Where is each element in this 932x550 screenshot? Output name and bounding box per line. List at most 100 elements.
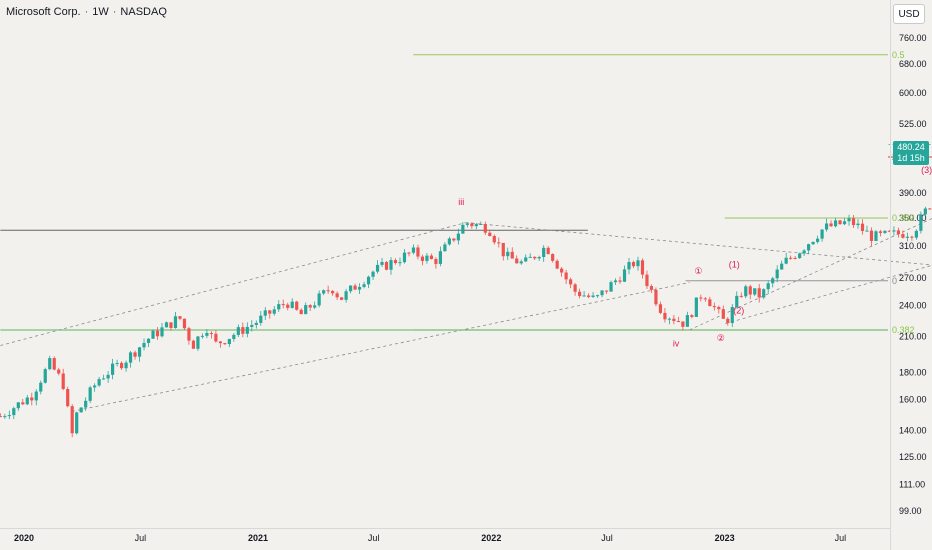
candle-body xyxy=(586,295,591,297)
candle-body xyxy=(3,416,7,418)
candle-body xyxy=(622,269,627,282)
candle-body xyxy=(914,230,918,238)
candle-body xyxy=(515,258,519,264)
candle-body xyxy=(70,406,74,434)
candle-body xyxy=(209,332,213,334)
candle-body xyxy=(102,378,106,380)
candle-body xyxy=(196,336,200,349)
candle-body xyxy=(883,230,887,233)
candle-body xyxy=(344,291,348,300)
candle-body xyxy=(474,224,478,227)
candle-body xyxy=(75,412,79,434)
candle-body xyxy=(146,338,151,343)
candle-body xyxy=(313,305,317,308)
candle-body xyxy=(119,362,124,369)
interval-label[interactable]: 1W xyxy=(92,6,109,18)
candle-body xyxy=(57,369,61,374)
candle-body xyxy=(326,290,330,292)
exchange-label: NASDAQ xyxy=(120,6,167,18)
candle-body xyxy=(79,407,83,413)
candle-body xyxy=(690,315,694,317)
candle-body xyxy=(488,232,492,236)
candle-body xyxy=(160,327,164,337)
trend-line xyxy=(465,222,932,266)
candle-body xyxy=(717,307,721,310)
candle-body xyxy=(393,260,398,264)
candle-body xyxy=(317,293,321,306)
candle-body xyxy=(618,280,622,282)
price-axis-label: 111.00 xyxy=(899,479,925,489)
candle-body xyxy=(227,338,231,344)
candle-body xyxy=(308,305,312,308)
candle-body xyxy=(542,247,546,257)
candle-body xyxy=(461,224,465,234)
candle-body xyxy=(16,402,20,409)
candle-body xyxy=(658,304,663,313)
candle-body xyxy=(667,318,672,320)
candle-body xyxy=(789,257,793,259)
fib-level-label: 0 xyxy=(892,276,897,286)
candle-body xyxy=(263,310,267,316)
candle-body xyxy=(151,330,155,339)
candle-body xyxy=(744,286,748,297)
candle-body xyxy=(766,283,770,290)
candle-body xyxy=(708,299,712,307)
candle-body xyxy=(290,301,294,308)
price-axis-label: 680.00 xyxy=(899,59,927,69)
price-axis-label: 525.00 xyxy=(899,119,927,129)
candle-body xyxy=(88,387,92,401)
candle-body xyxy=(762,289,766,298)
candle-body xyxy=(133,352,137,357)
candle-body xyxy=(411,247,416,253)
candle-body xyxy=(609,282,613,292)
candle-body xyxy=(295,301,299,310)
candle-body xyxy=(869,230,874,241)
candle-body xyxy=(155,330,160,337)
candle-body xyxy=(726,318,730,324)
candle-body xyxy=(366,276,371,285)
price-axis-label: 125.00 xyxy=(899,452,927,462)
candle-body xyxy=(874,231,878,241)
candle-body xyxy=(591,295,595,297)
candle-body xyxy=(97,379,101,386)
candle-body xyxy=(232,334,236,339)
currency-button[interactable]: USD xyxy=(893,4,925,24)
candle-body xyxy=(829,223,833,227)
candle-body xyxy=(595,295,600,297)
price-axis-label: 210.00 xyxy=(899,331,927,341)
candle-body xyxy=(497,242,501,244)
candle-body xyxy=(84,400,88,408)
candle-body xyxy=(923,208,927,215)
candle-body xyxy=(865,230,869,232)
candle-body xyxy=(236,327,240,335)
candle-body xyxy=(842,221,847,225)
candle-body xyxy=(456,233,460,241)
candle-body xyxy=(7,415,11,417)
fib-level-label: 0.382 xyxy=(892,213,915,223)
candle-body xyxy=(694,297,698,317)
candle-body xyxy=(887,230,892,232)
candle-body xyxy=(654,289,658,305)
price-axis-label: 350.00 xyxy=(899,213,927,223)
candle-body xyxy=(524,257,528,262)
candle-body xyxy=(205,332,209,336)
candle-body xyxy=(187,328,191,341)
candle-body xyxy=(645,274,649,287)
fib-level-label: 0.5 xyxy=(892,50,905,60)
time-axis-label: 2022 xyxy=(481,533,501,543)
price-axis-label: 270.00 xyxy=(899,273,927,283)
candle-body xyxy=(838,220,842,225)
candle-body xyxy=(519,261,523,264)
candle-body xyxy=(43,369,47,383)
candle-body xyxy=(636,260,640,267)
candle-body xyxy=(106,374,110,379)
trend-line xyxy=(689,218,932,331)
time-axis-label: 2020 xyxy=(14,533,34,543)
wave-label: iv xyxy=(673,339,680,349)
candle-body xyxy=(851,218,856,226)
symbol-name[interactable]: Microsoft Corp. xyxy=(6,6,81,18)
candle-body xyxy=(492,235,496,243)
price-axis-label: 390.00 xyxy=(899,188,927,198)
price-axis-label: 310.00 xyxy=(899,241,927,251)
